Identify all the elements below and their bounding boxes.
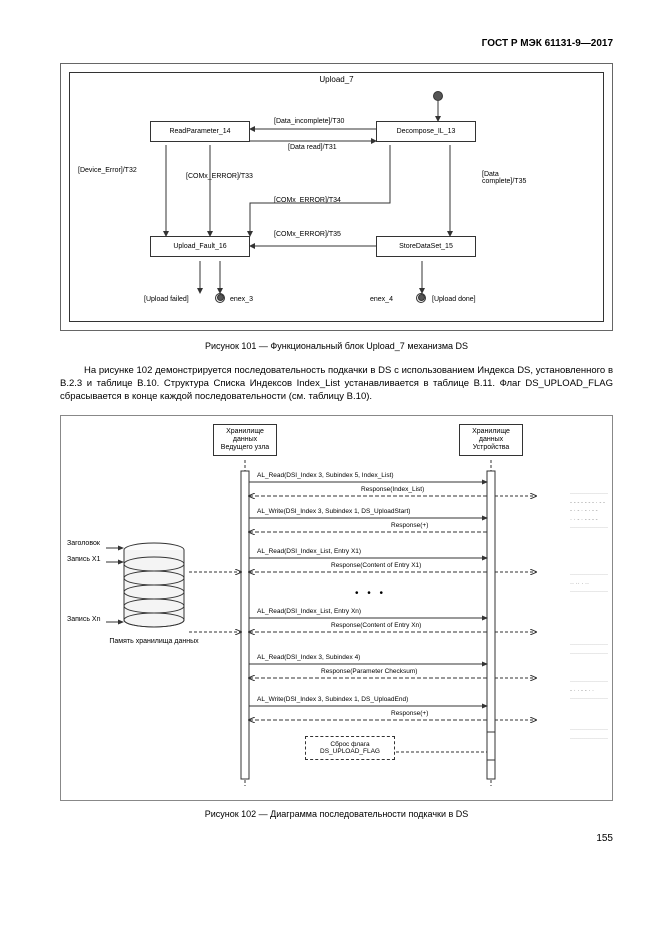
noise-3: ······································ (570, 641, 608, 658)
noise-2: ····················· ·· · ·············… (570, 571, 608, 596)
noise-1: ···················- - - - - - - · - -- … (570, 490, 608, 532)
msg-2: AL_Write(DSI_Index 3, Subindex 1, DS_Upl… (257, 508, 410, 515)
msg-4: AL_Read(DSI_Index_List, Entry X1) (257, 548, 361, 555)
edge-label-comx-t33: [COMx_ERROR]/T33 (186, 173, 253, 180)
msg-0: AL_Read(DSI_Index 3, Subindex 5, Index_L… (257, 472, 394, 479)
msg-7: Response(Content of Entry Xn) (331, 622, 421, 629)
figure-101-caption: Рисунок 101 — Функциональный блок Upload… (60, 341, 613, 351)
msg-10: AL_Write(DSI_Index 3, Subindex 1, DS_Upl… (257, 696, 408, 703)
cyl-label-x1: Запись Х1 (67, 556, 100, 563)
edge-label-comx-t34: [COMx_ERROR]/T34 (274, 197, 341, 204)
msg-9: Response(Parameter Checksum) (321, 668, 417, 675)
figure-101-frame: Upload_7 ReadParameter_14 Decompose_IL_1… (69, 72, 604, 322)
edge-label-comx-back: [COMx_ERROR]/T35 (274, 231, 341, 238)
paragraph-text: На рисунке 102 демонстрируется последова… (60, 365, 613, 403)
lifeline-head-master: Хранилище данных Ведущего узла (213, 424, 277, 455)
page-number: 155 (60, 833, 613, 844)
cyl-label-header: Заголовок (67, 540, 100, 547)
edge-label-device-error: [Device_Error]/T32 (78, 167, 137, 174)
exit-label-failed: [Upload failed] (144, 296, 189, 303)
cyl-caption: Память хранилища данных (109, 638, 199, 645)
msg-ellipsis: • • • (355, 588, 386, 599)
exit-dot-right-inner (418, 294, 425, 301)
flag-reset-box: Сброс флага DS_UPLOAD_FLAG (305, 736, 395, 760)
msg-1: Response(Index_List) (361, 486, 424, 493)
noise-4: ···················- · · - - · ·········… (570, 678, 608, 703)
node-fault: Upload_Fault_16 (150, 236, 250, 257)
noise-5: ······································ (570, 726, 608, 743)
msg-5: Response(Content of Entry X1) (331, 562, 421, 569)
cyl-label-xn: Запись Хn (67, 616, 100, 623)
figure-102-container: Хранилище данных Ведущего узла Хранилище… (60, 415, 613, 801)
msg-8: AL_Read(DSI_Index 3, Subindex 4) (257, 654, 360, 661)
exit-label-done: [Upload done] (432, 296, 476, 303)
node-readparameter: ReadParameter_14 (150, 121, 250, 142)
msg-11: Response(+) (391, 710, 428, 717)
entry-dot (433, 91, 443, 101)
edge-label-data-read: [Data read]/T31 (288, 144, 337, 151)
node-store: StoreDataSet_15 (376, 236, 476, 257)
exit-label-enex3: enex_3 (230, 296, 253, 303)
document-header: ГОСТ Р МЭК 61131-9—2017 (60, 38, 613, 49)
figure-102-caption: Рисунок 102 — Диаграмма последовательнос… (60, 809, 613, 819)
exit-label-enex4: enex_4 (370, 296, 393, 303)
exit-dot-left-inner (217, 294, 224, 301)
lifeline-head-device: Хранилище данных Устройства (459, 424, 523, 455)
node-decompose: Decompose_IL_13 (376, 121, 476, 142)
figure-101-title: Upload_7 (70, 73, 603, 84)
memory-cylinder (119, 542, 189, 632)
msg-6: AL_Read(DSI_Index_List, Entry Xn) (257, 608, 361, 615)
figure-101-container: Upload_7 ReadParameter_14 Decompose_IL_1… (60, 63, 613, 331)
edge-label-data-incomplete: [Data_incomplete]/T30 (274, 118, 344, 125)
edge-label-data-complete: [Data complete]/T35 (482, 171, 532, 185)
msg-3: Response(+) (391, 522, 428, 529)
